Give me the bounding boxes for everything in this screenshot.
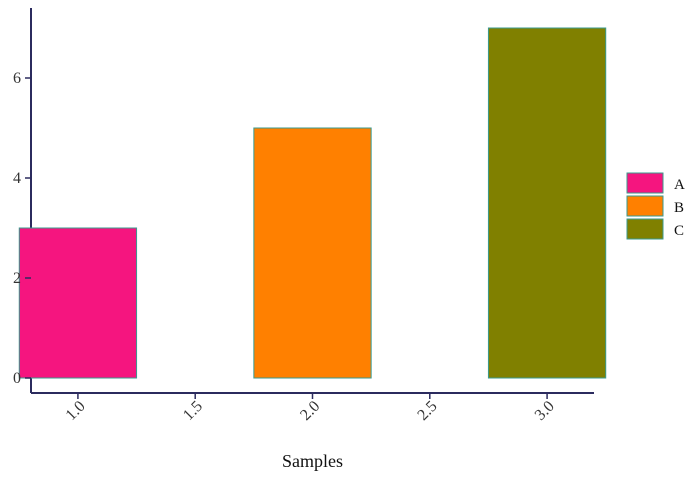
legend-swatch-b xyxy=(626,195,664,217)
legend-swatch-a xyxy=(626,172,664,194)
x-tick-label: 3.0 xyxy=(532,398,558,424)
y-tick-label: 4 xyxy=(13,170,21,187)
x-tick-label: 2.0 xyxy=(297,398,323,424)
legend-label-c: C xyxy=(674,223,684,239)
bar-b xyxy=(253,127,372,379)
legend-swatch-c xyxy=(626,218,664,240)
legend-label-a: A xyxy=(674,177,685,193)
bar-a xyxy=(18,227,138,379)
x-tick-label: 1.5 xyxy=(180,398,206,424)
legend-label-b: B xyxy=(674,200,684,216)
x-tick-label: 2.5 xyxy=(414,398,440,424)
bars xyxy=(18,27,607,379)
y-tick-label: 6 xyxy=(13,70,21,87)
bar-c xyxy=(487,27,607,379)
plot-area: 0 2 4 6 1.0 1.5 2.0 2.5 3.0 xyxy=(13,8,607,424)
y-axis-ticks: 0 2 4 6 xyxy=(13,70,31,387)
y-tick-label: 0 xyxy=(13,370,21,387)
legend: ABC xyxy=(626,172,685,240)
x-axis-title: Samples xyxy=(282,451,343,471)
x-axis-ticks: 1.0 1.5 2.0 2.5 3.0 xyxy=(63,393,558,424)
x-tick-label: 1.0 xyxy=(63,398,89,424)
y-tick-label: 2 xyxy=(13,270,21,287)
